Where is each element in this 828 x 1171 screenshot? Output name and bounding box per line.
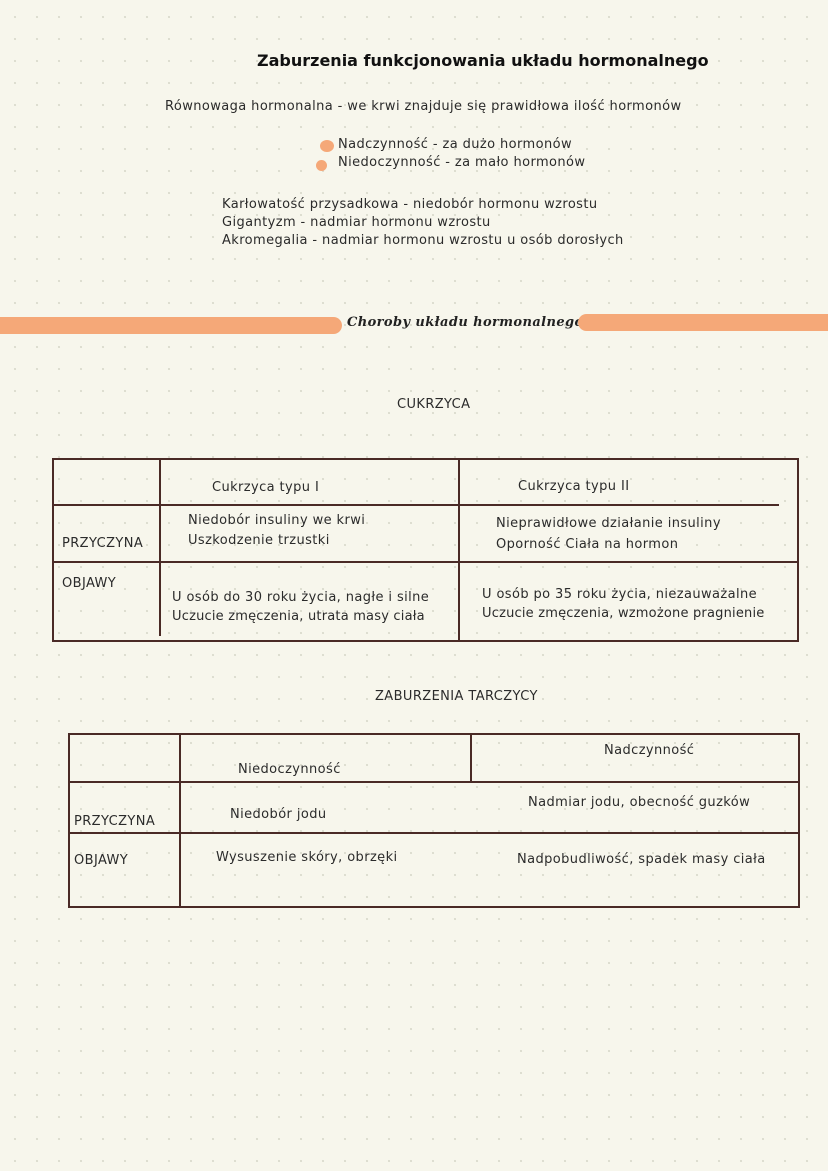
growth-item: Gigantyzm - nadmiar hormonu wzrostu [222,215,491,230]
table-cell: Nadpobudliwość, spadek masy ciała [517,852,766,867]
divider-bar-left [0,317,342,334]
bullet-item: Nadczynność - za dużo hormonów [338,137,572,152]
table-cell: U osób po 35 roku życia, niezauważalne [482,587,758,602]
balance-definition: Równowaga hormonalna - we krwi znajduje … [165,99,682,114]
growth-item: Karłowatość przysadkowa - niedobór hormo… [222,197,598,212]
column-header: Cukrzyca typu I [212,480,320,495]
table-cell: Nadmiar jodu, obecność guzków [528,795,751,810]
bullet-icon [316,160,327,171]
row-label: OBJAWY [74,853,129,868]
divider-bar-right [578,314,828,331]
table-cell: U osób do 30 roku życia, nagłe i silne [172,590,430,605]
table-cell: Oporność Ciała na hormon [496,537,679,552]
section-title: Choroby układu hormonalnego [347,315,584,330]
table-cell: Niedobór jodu [230,807,327,822]
bullet-icon [320,140,334,152]
table-cell: Uczucie zmęczenia, utrata masy ciała [172,609,425,624]
row-label: PRZYCZYNA [62,536,144,551]
bullet-item: Niedoczynność - za mało hormonów [338,155,586,170]
table-cell: Uszkodzenie trzustki [188,533,330,548]
table-cell: Uczucie zmęczenia, wzmożone pragnienie [482,606,765,621]
row-label: PRZYCZYNA [74,814,156,829]
table-cell: Nieprawidłowe działanie insuliny [496,516,721,531]
table-cell: Niedobór insuliny we krwi [188,513,366,528]
column-header: Nadczynność [604,743,695,758]
column-header: Niedoczynność [238,762,341,777]
column-header: Cukrzyca typu II [518,479,630,494]
growth-item: Akromegalia - nadmiar hormonu wzrostu u … [222,233,624,248]
page-title: Zaburzenia funkcjonowania układu hormona… [257,51,709,70]
table-cell: Wysuszenie skóry, obrzęki [216,850,398,865]
thyroid-heading: ZABURZENIA TARCZYCY [375,689,538,704]
row-label: OBJAWY [62,576,117,591]
diabetes-heading: CUKRZYCA [397,397,471,412]
